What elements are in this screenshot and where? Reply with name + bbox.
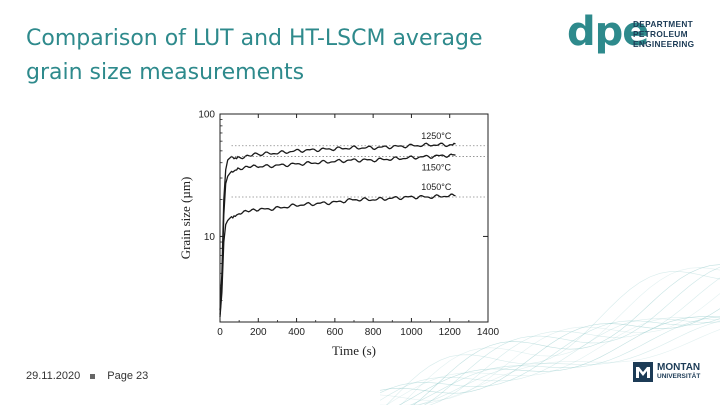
y-tick-label: 10 [204,232,216,243]
wave-line [380,318,720,401]
series-line [219,153,456,315]
wave-line [386,271,720,405]
dpe-logo-line: ENGINEERING [633,39,695,49]
slide-footer: 29.11.2020 Page 23 [26,370,148,382]
dpe-logo: dpe DEPARTMENT PETROLEUM ENGINEERING [567,10,707,56]
wave-line [398,316,720,405]
grain-size-chart: 0 200 400 600 800 1000 1200 1400 10 100 Time (s) Gr… [170,100,510,370]
series-label: 1250°C [421,131,452,141]
series-label: 1050°C [421,182,452,192]
wave-line [424,266,720,405]
wave-line [380,308,720,394]
series-label: 1150°C [422,162,452,172]
wave-line [385,316,720,405]
x-tick-label: 400 [288,327,305,338]
slide-title: Comparison of LUT and HT-LSCM average gr… [26,26,483,85]
footer-separator-icon [90,373,96,379]
x-tick-label: 600 [327,327,344,338]
dpe-logo-mark: dpe [567,9,649,55]
montan-logo-line1: MONTAN [657,362,701,373]
montan-logo-line2: UNIVERSITÄT [657,373,701,380]
y-axis-label: Grain size (µm) [178,177,193,260]
series-line [219,142,456,311]
series-line [219,193,456,317]
montan-logo-text: MONTAN UNIVERSITÄT [657,363,700,381]
montanuniversitaet-logo: MONTAN UNIVERSITÄT [633,362,700,382]
slide-date: 29.11.2020 [26,370,81,382]
dpe-logo-text-lines: DEPARTMENT PETROLEUM ENGINEERING [633,19,694,49]
wave-line [429,277,720,405]
page-number: Page 23 [107,370,149,382]
wave-line [380,293,720,401]
x-tick-label: 800 [365,327,382,338]
dpe-logo-text: dpe [567,9,649,55]
wave-line [380,329,720,405]
chart-svg: 0 200 400 600 800 1000 1200 1400 10 100 Time (s) Gr… [178,110,500,359]
wave-line [410,316,720,405]
dpe-logo-line: PETROLEUM [633,29,688,39]
x-tick-label: 0 [217,327,223,338]
y-tick-label: 100 [198,110,215,121]
x-tick-label: 1000 [400,327,423,338]
wave-line [417,320,720,405]
wave-line [413,264,720,405]
dpe-logo-line: DEPARTMENT [633,19,694,29]
montan-logo-icon [633,362,653,382]
x-axis-label: Time (s) [332,343,376,358]
x-tick-label: 1400 [477,327,500,338]
wave-line [400,267,720,405]
decorative-wave-graphic [380,264,720,405]
x-tick-label: 200 [250,327,267,338]
wave-line [380,318,720,394]
x-tick-label: 1200 [439,327,462,338]
